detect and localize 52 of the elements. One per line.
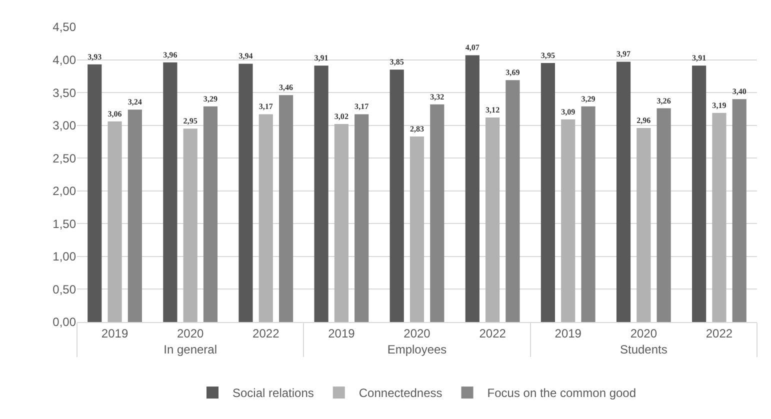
bar <box>486 117 500 322</box>
bar <box>616 62 631 322</box>
legend-label: Social relations <box>232 386 314 400</box>
bar <box>410 136 424 322</box>
bar <box>712 112 726 322</box>
bar <box>108 121 122 322</box>
x-tick-label: 2020 <box>176 326 204 340</box>
bar <box>278 95 294 322</box>
y-tick-label: 0,50 <box>52 282 76 296</box>
bar <box>636 128 651 322</box>
bar <box>732 99 746 322</box>
y-tick-label: 1,00 <box>52 250 76 264</box>
bar <box>506 80 520 322</box>
legend-label: Connectedness <box>358 386 442 400</box>
x-tick-label: 2019 <box>328 326 356 340</box>
bar <box>430 104 444 322</box>
y-tick-label: 2,50 <box>52 151 76 166</box>
bar <box>390 70 404 322</box>
y-tick-label: 4,00 <box>52 52 76 67</box>
x-tick-label: 2022 <box>479 326 506 340</box>
bar <box>465 55 480 322</box>
text: Employees <box>387 342 447 356</box>
bar <box>238 64 253 322</box>
bar <box>334 124 348 322</box>
y-tick-label: 3,00 <box>52 118 76 133</box>
bar <box>354 114 369 322</box>
bar <box>692 66 706 322</box>
text: Students <box>620 342 668 356</box>
x-tick-label: 2019 <box>101 326 128 340</box>
bar <box>581 106 596 322</box>
bar <box>128 110 142 322</box>
bar <box>540 63 556 322</box>
bar <box>314 66 328 322</box>
bar <box>656 108 671 322</box>
legend-label: Focus on the common good <box>487 386 636 400</box>
y-tick-label: 4,50 <box>52 20 76 34</box>
bar <box>183 128 198 322</box>
x-tick-label: 2022 <box>252 326 280 340</box>
x-tick-label: 2022 <box>706 326 733 340</box>
y-tick-label: 0,00 <box>52 315 76 330</box>
y-tick-label: 2,00 <box>52 184 76 198</box>
x-tick-label: 2019 <box>554 326 582 340</box>
bar <box>258 114 273 322</box>
text: In general <box>164 342 218 356</box>
bar <box>163 62 178 322</box>
y-tick-label: 3,50 <box>52 86 76 100</box>
x-tick-label: 2020 <box>404 326 431 340</box>
bar <box>561 119 576 322</box>
x-tick-label: 2020 <box>630 326 658 340</box>
bar <box>203 106 218 322</box>
y-tick-label: 1,50 <box>52 216 76 231</box>
bar <box>88 64 102 322</box>
